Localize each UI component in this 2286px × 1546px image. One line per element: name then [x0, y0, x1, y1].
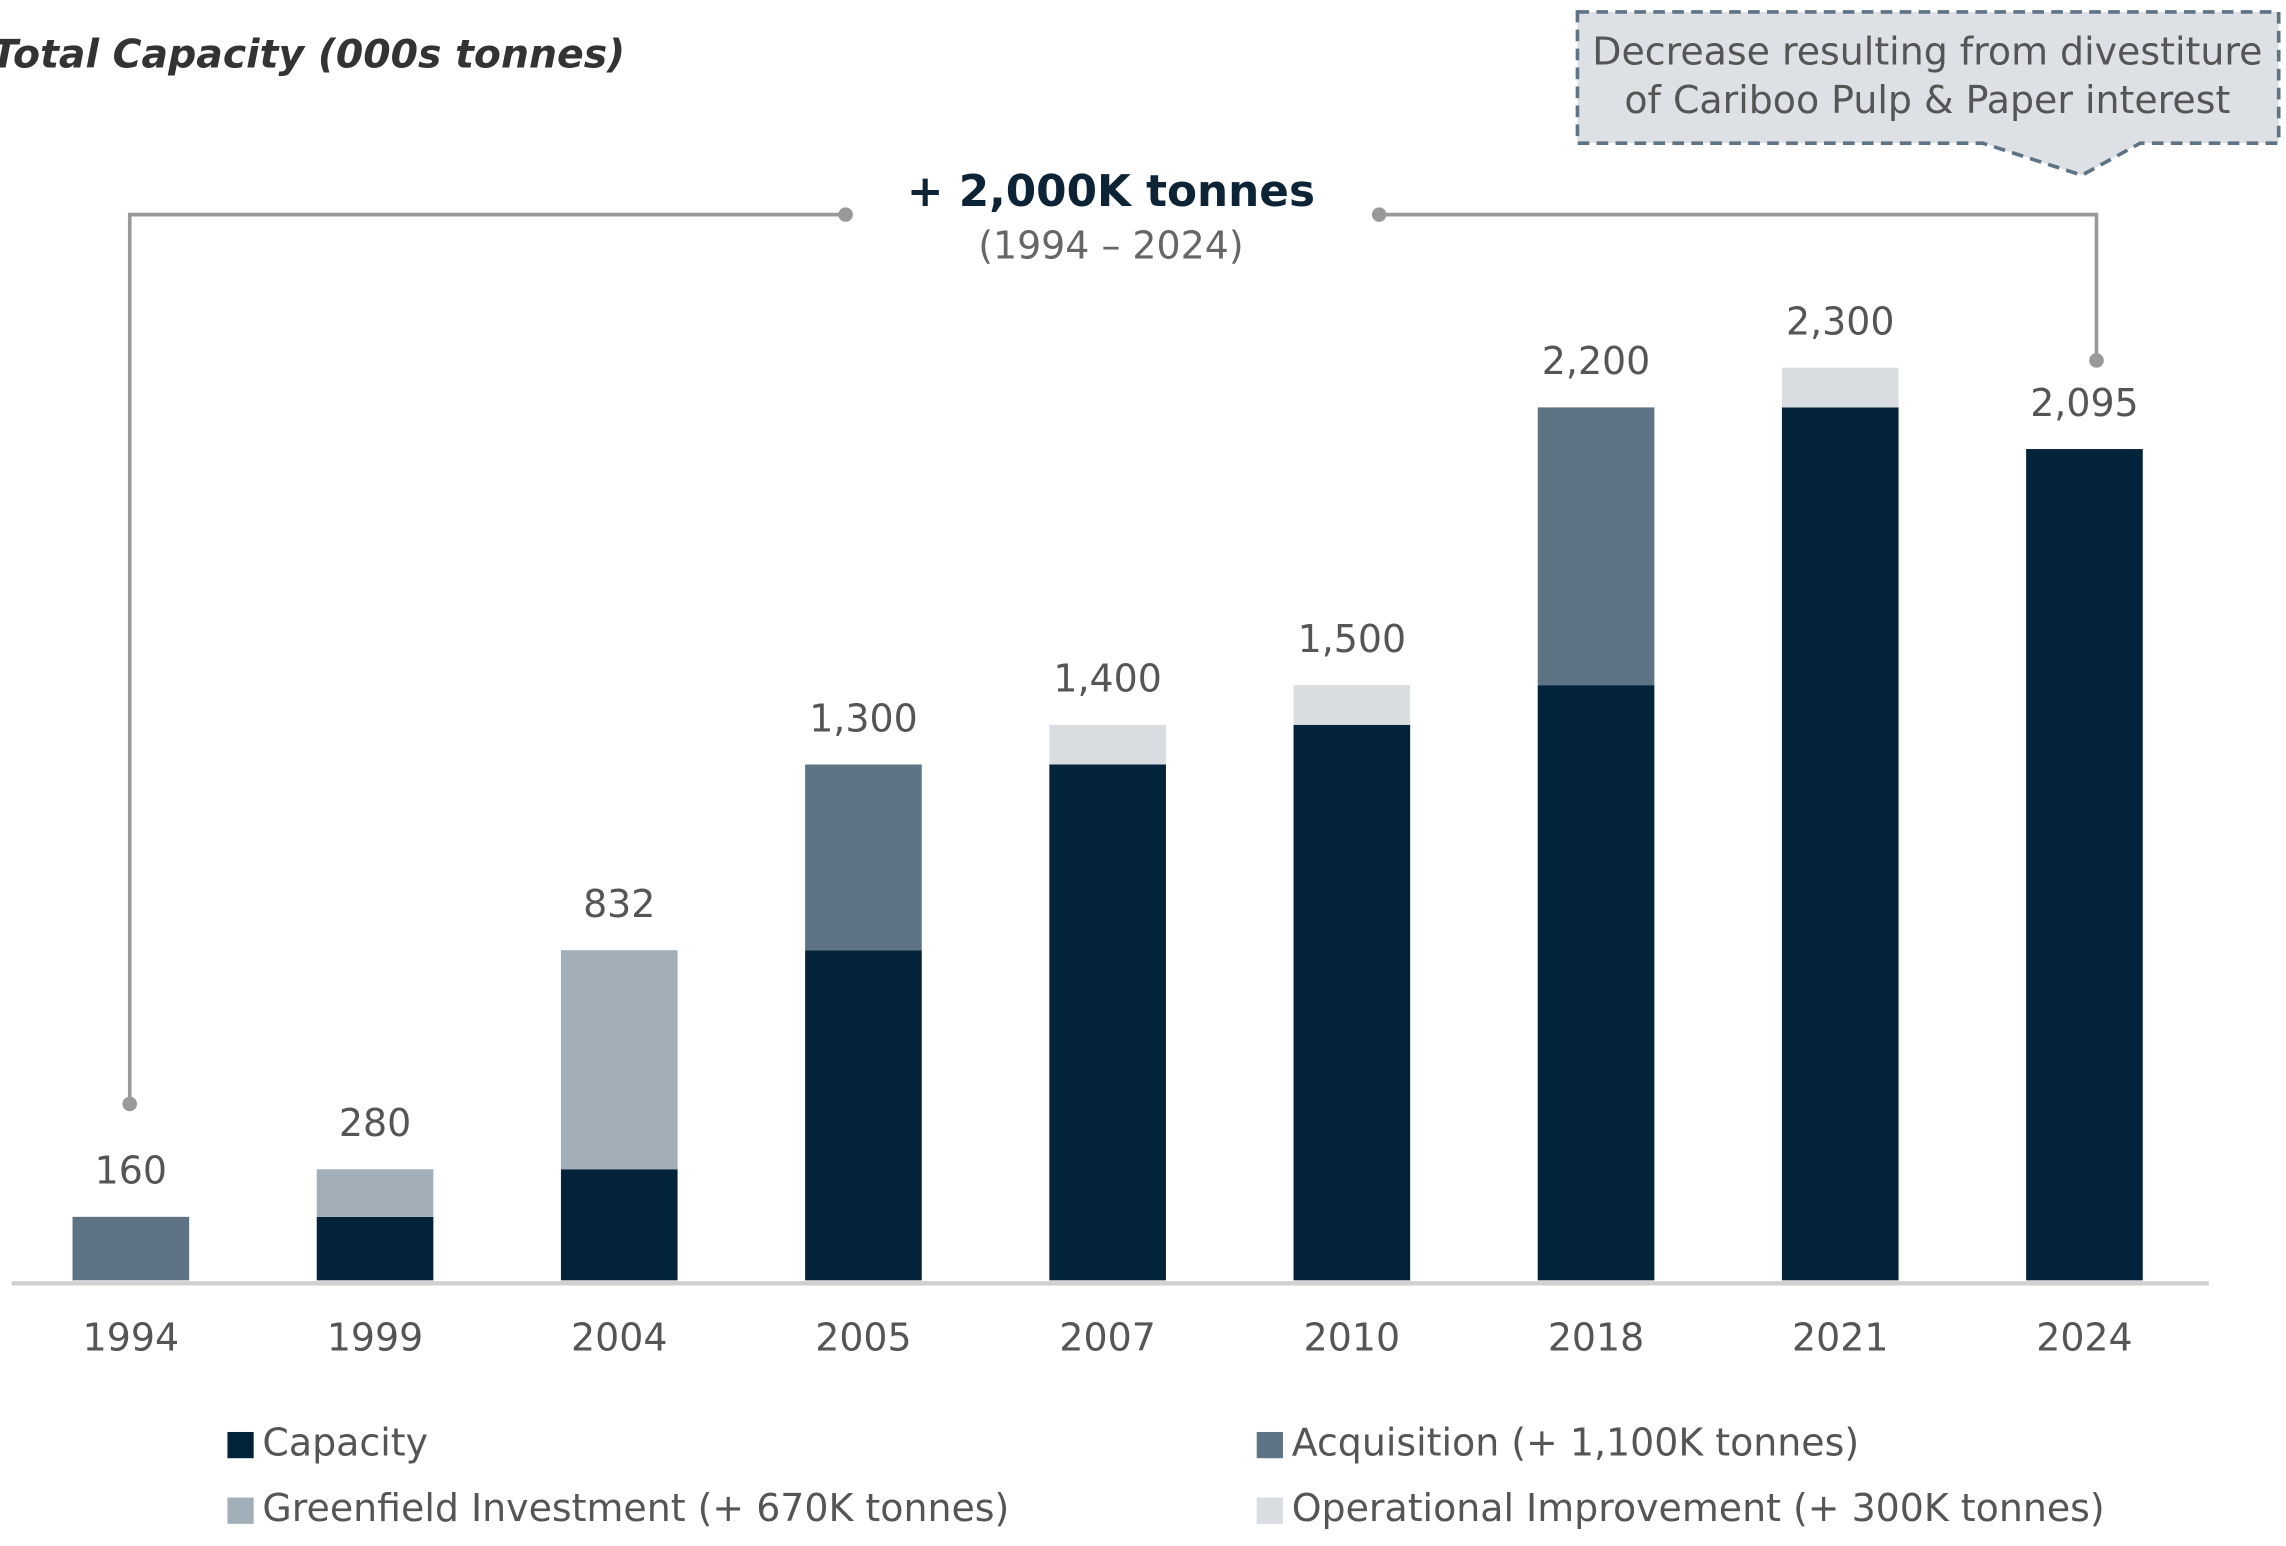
- total-label: 2,095: [2030, 381, 2138, 425]
- x-tick-label: 2005: [815, 1316, 911, 1360]
- bar-segment: [1781, 367, 1899, 408]
- total-label: 832: [583, 882, 655, 926]
- bar-segment: [1049, 764, 1166, 1281]
- bar-segment: [2026, 449, 2143, 1281]
- x-tick-label: 2007: [1059, 1316, 1155, 1360]
- bar-segment: [316, 1169, 434, 1217]
- bar-segment: [1537, 407, 1655, 686]
- total-label: 2,200: [1542, 339, 1650, 383]
- bracket-dot: [1371, 207, 1387, 222]
- callout-text: Decrease resulting from divestiture: [1592, 30, 2262, 74]
- bar-segment: [72, 1216, 190, 1281]
- annotation: + 2,000K tonnes: [907, 166, 1315, 217]
- legend-swatch: [227, 1431, 254, 1459]
- bar-segment: [805, 950, 922, 1281]
- total-label: 1,500: [1298, 617, 1406, 661]
- legend-label: Capacity: [262, 1421, 428, 1465]
- x-tick-label: 1994: [83, 1316, 179, 1360]
- total-label: 1,300: [809, 696, 917, 740]
- bracket: [127, 212, 2099, 1104]
- bracket-dot: [838, 207, 853, 222]
- callout-box: [1575, 10, 2281, 178]
- legend-label: Greenfield Investment (+ 670K tonnes): [262, 1486, 1009, 1530]
- total-label: 2,300: [1786, 299, 1894, 343]
- x-tick-label: 1999: [327, 1316, 423, 1360]
- annotation-sub: (1994 – 2024): [978, 224, 1243, 268]
- total-label: 160: [95, 1149, 167, 1193]
- x-tick-label: 2021: [1792, 1316, 1888, 1360]
- callout-text: of Cariboo Pulp & Paper interest: [1624, 78, 2230, 122]
- bracket-dot: [122, 1096, 138, 1112]
- legend-label: Operational Improvement (+ 300K tonnes): [1292, 1486, 2105, 1530]
- x-tick-label: 2024: [2036, 1316, 2132, 1360]
- legend-swatch: [227, 1497, 254, 1524]
- bar-segment: [1293, 724, 1411, 1281]
- bar-segment: [1537, 685, 1655, 1281]
- bar-segment: [1781, 407, 1899, 1281]
- x-tick-label: 2010: [1304, 1316, 1400, 1360]
- legend-swatch: [1256, 1497, 1283, 1524]
- x-tick-label: 2018: [1548, 1316, 1644, 1360]
- bar-segment: [1293, 685, 1411, 725]
- bar-segment: [560, 1169, 678, 1281]
- bar-segment: [1049, 724, 1166, 765]
- total-label: 280: [339, 1101, 411, 1145]
- bar-segment: [316, 1216, 434, 1281]
- total-label: 1,400: [1053, 657, 1161, 701]
- bar-segment: [805, 764, 922, 951]
- legend-swatch: [1256, 1431, 1283, 1459]
- axis-title: Total Capacity (000s tonnes): [0, 32, 625, 78]
- bar-segment: [560, 950, 678, 1170]
- legend-label: Acquisition (+ 1,100K tonnes): [1292, 1421, 1859, 1465]
- bracket-dot: [2089, 353, 2104, 368]
- x-tick-label: 2004: [571, 1316, 667, 1360]
